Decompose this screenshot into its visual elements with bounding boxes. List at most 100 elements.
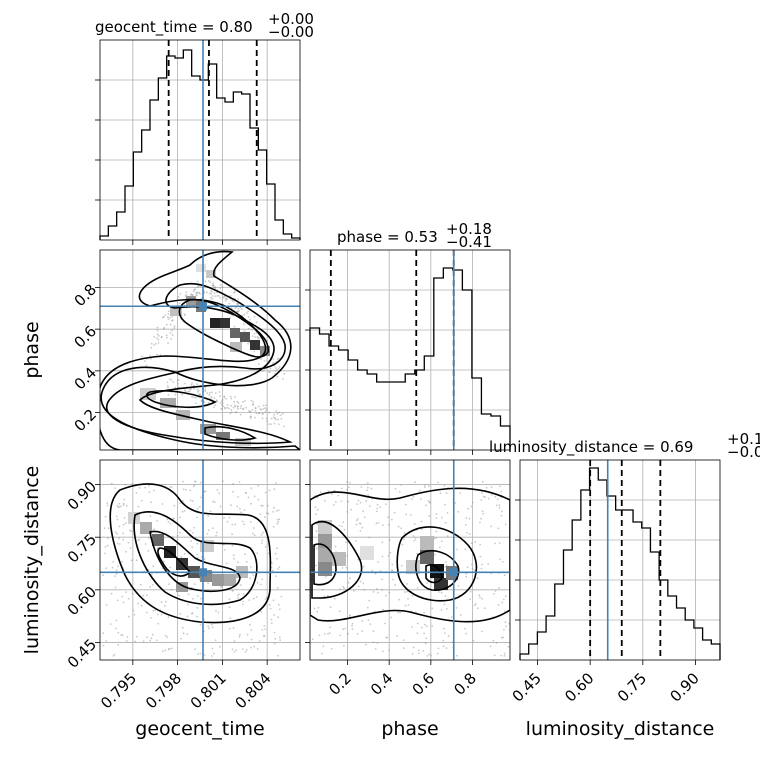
scatter-point [387, 516, 389, 518]
scatter-point [257, 405, 260, 408]
scatter-point [167, 384, 169, 387]
scatter-point [480, 517, 482, 520]
scatter-point [165, 334, 168, 337]
scatter-point [171, 536, 174, 538]
scatter-point [150, 501, 153, 504]
scatter-point [117, 506, 120, 508]
scatter-point [115, 569, 118, 572]
histogram-step [519, 467, 721, 660]
scatter-point [343, 587, 345, 590]
scatter-point [235, 649, 238, 652]
scatter-point [407, 604, 410, 606]
scatter-point [211, 290, 213, 293]
scatter-point [251, 335, 254, 337]
scatter-point [277, 418, 280, 421]
scatter-point [249, 415, 252, 418]
scatter-point [197, 653, 199, 655]
scatter-point [269, 607, 272, 610]
scatter-point [359, 530, 362, 532]
scatter-point [226, 404, 229, 406]
scatter-point [256, 552, 259, 555]
scatter-point [193, 290, 195, 293]
x-tick-label: 0.75 [614, 669, 650, 705]
scatter-point [164, 634, 167, 637]
scatter-point [224, 300, 227, 302]
scatter-point [347, 486, 350, 489]
scatter-point [238, 481, 241, 483]
scatter-point [376, 642, 379, 644]
scatter-point [479, 521, 481, 524]
scatter-point [161, 503, 164, 505]
scatter-point [478, 594, 481, 597]
scatter-point [102, 574, 104, 577]
scatter-point [261, 504, 264, 507]
scatter-point [237, 307, 240, 310]
scatter-point [273, 506, 275, 509]
scatter-point [274, 417, 276, 420]
scatter-point [183, 314, 186, 317]
scatter-point [361, 630, 363, 633]
scatter-point [216, 489, 219, 491]
scatter-point [214, 287, 217, 290]
scatter-point [212, 500, 214, 503]
scatter-point [234, 396, 236, 398]
scatter-point [377, 591, 379, 594]
scatter-point [248, 327, 250, 330]
scatter-point [236, 310, 238, 313]
scatter-point [188, 390, 191, 393]
scatter-point [388, 523, 390, 526]
scatter-point [167, 520, 170, 523]
scatter-point [498, 504, 501, 507]
scatter-point [219, 505, 222, 508]
scatter-point [213, 286, 216, 288]
scatter-point [347, 632, 349, 635]
scatter-point [214, 286, 217, 289]
scatter-point [498, 542, 501, 544]
scatter-point [153, 344, 155, 346]
scatter-point [196, 388, 199, 391]
scatter-point [127, 615, 130, 618]
scatter-point [236, 302, 239, 305]
scatter-point [381, 578, 383, 581]
scatter-point [252, 574, 255, 577]
scatter-point [159, 354, 162, 356]
x-tick-label: 0.798 [142, 669, 185, 712]
scatter-point [236, 400, 239, 403]
scatter-point [193, 526, 196, 529]
scatter-point [168, 583, 170, 585]
scatter-point [505, 625, 507, 628]
scatter-point [381, 588, 384, 591]
scatter-point [313, 607, 316, 610]
scatter-point [149, 639, 152, 642]
scatter-point [207, 401, 210, 404]
scatter-point [204, 280, 207, 283]
scatter-point [430, 654, 432, 657]
scatter-point [120, 634, 123, 637]
scatter-point [493, 593, 495, 595]
scatter-point [264, 491, 267, 494]
scatter-point [166, 336, 168, 339]
scatter-point [482, 480, 484, 483]
scatter-point [446, 512, 449, 514]
scatter-point [245, 406, 248, 409]
scatter-point [450, 616, 453, 618]
scatter-point [366, 482, 369, 485]
scatter-point [256, 335, 259, 338]
scatter-point [167, 648, 170, 651]
scatter-point [220, 400, 223, 402]
scatter-point [388, 649, 391, 651]
scatter-point [433, 537, 436, 540]
scatter-point [444, 521, 447, 524]
scatter-point [265, 407, 268, 410]
scatter-point [375, 510, 378, 513]
scatter-point [249, 623, 251, 626]
scatter-point [150, 617, 152, 619]
scatter-point [444, 503, 446, 506]
scatter-point [167, 310, 170, 313]
scatter-point [197, 557, 199, 559]
scatter-point [435, 513, 438, 515]
scatter-point [276, 375, 279, 378]
scatter-point [433, 553, 436, 556]
scatter-point [495, 504, 498, 507]
scatter-point [220, 408, 223, 411]
